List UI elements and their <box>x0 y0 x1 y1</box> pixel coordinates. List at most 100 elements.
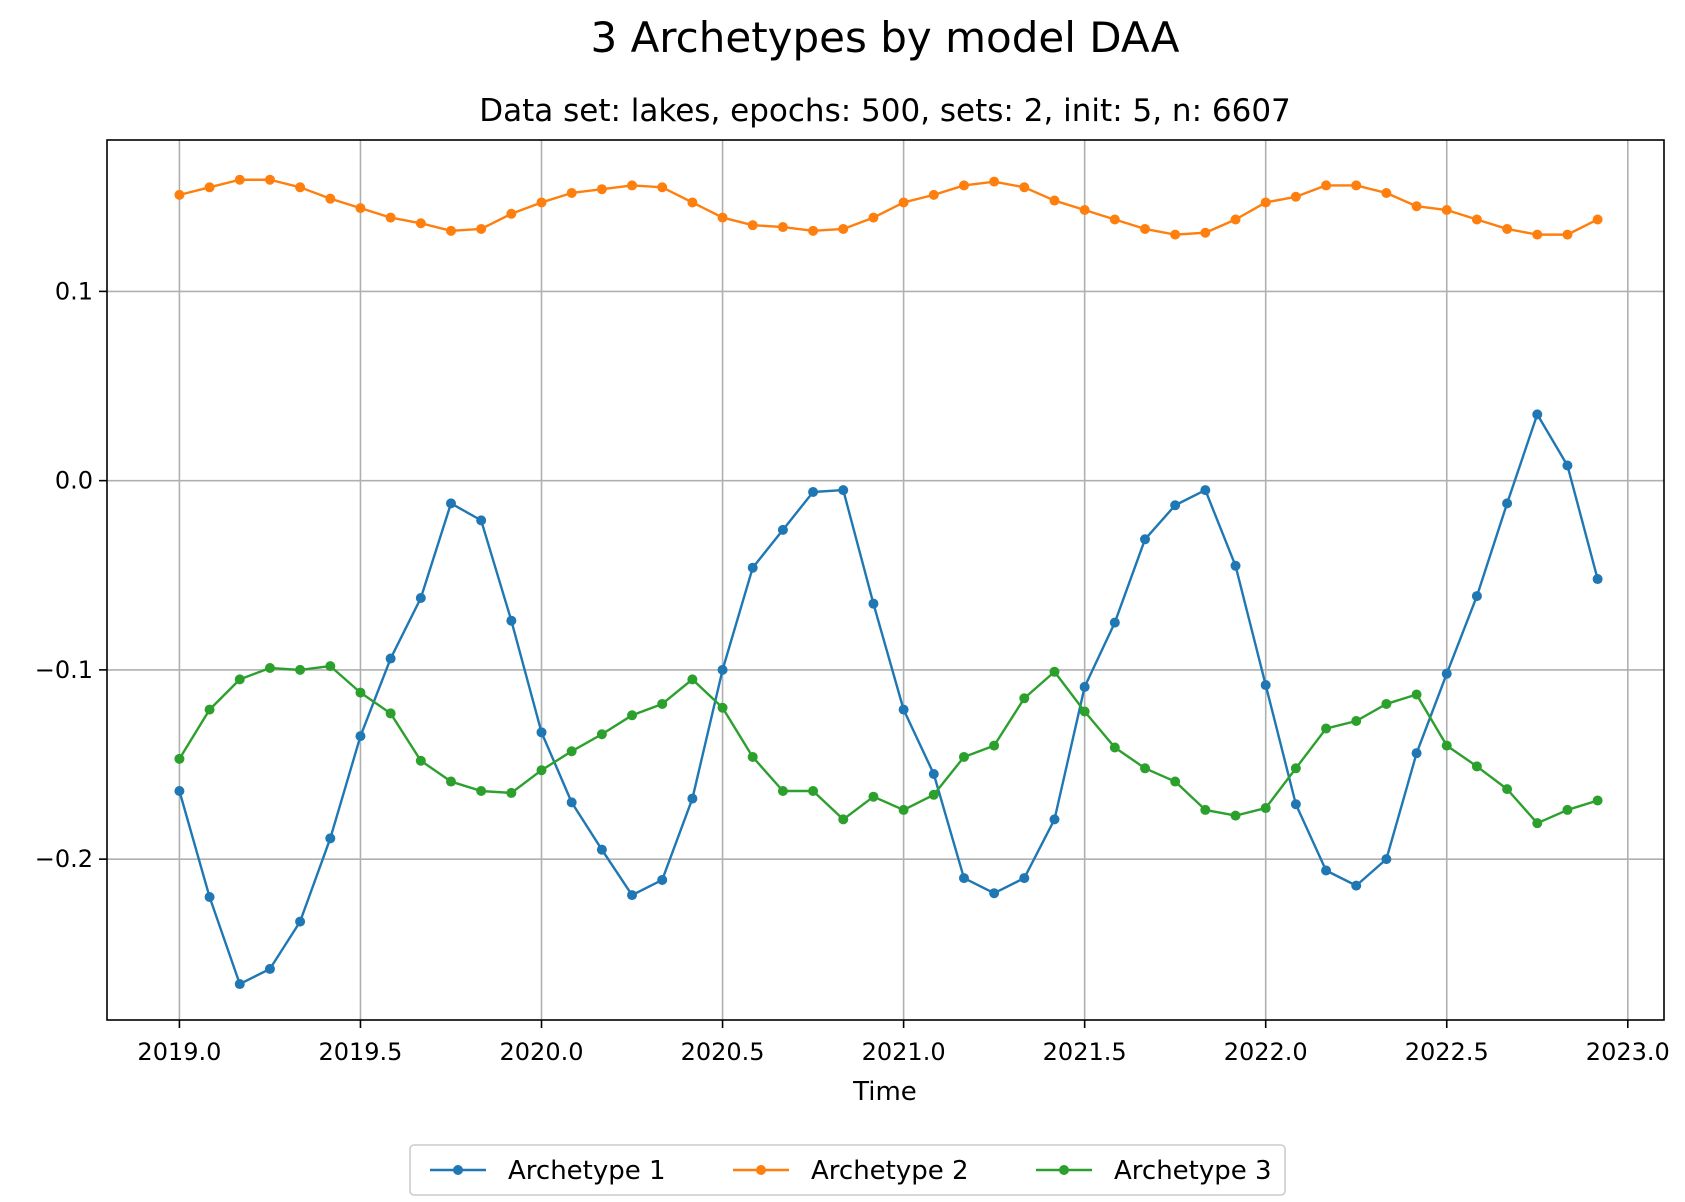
data-point <box>717 664 728 675</box>
data-point <box>174 189 185 200</box>
legend-item: Archetype 3 <box>1036 1156 1272 1186</box>
y-tick-label: −0.2 <box>35 845 93 873</box>
data-point <box>747 220 758 231</box>
data-point <box>1260 803 1271 814</box>
data-point <box>777 786 788 797</box>
data-point <box>1019 693 1030 704</box>
data-point <box>958 873 969 884</box>
data-point <box>1049 195 1060 206</box>
data-point <box>1351 715 1362 726</box>
data-point <box>958 751 969 762</box>
data-point <box>1290 191 1301 202</box>
data-point <box>1049 666 1060 677</box>
data-point <box>687 674 698 685</box>
data-point <box>777 524 788 535</box>
data-point <box>747 751 758 762</box>
data-point <box>204 704 215 715</box>
x-tick-label: 2019.5 <box>318 1038 402 1066</box>
data-point <box>506 208 517 219</box>
data-point <box>1079 706 1090 717</box>
data-point <box>1230 560 1241 571</box>
series-line <box>178 664 1598 825</box>
data-point <box>1019 182 1030 193</box>
data-point <box>657 698 668 709</box>
data-point <box>295 182 306 193</box>
data-point <box>1381 187 1392 198</box>
data-point <box>445 498 456 509</box>
series-1 <box>174 409 1603 990</box>
data-point <box>204 891 215 902</box>
data-point <box>1290 799 1301 810</box>
data-point <box>1200 227 1211 238</box>
data-point <box>596 844 607 855</box>
data-point <box>536 727 547 738</box>
data-point <box>1592 214 1603 225</box>
legend-label: Archetype 3 <box>1114 1156 1272 1186</box>
data-point <box>506 787 517 798</box>
series-layer <box>174 174 1603 990</box>
data-point <box>295 664 306 675</box>
legend-swatch-marker <box>756 1165 766 1175</box>
data-point <box>657 182 668 193</box>
data-point <box>898 704 909 715</box>
data-point <box>928 768 939 779</box>
data-point <box>445 776 456 787</box>
data-point <box>989 888 1000 899</box>
x-axis-label: Time <box>852 1077 917 1107</box>
y-tick-label: 0.0 <box>55 467 93 495</box>
data-point <box>295 916 306 927</box>
legend-label: Archetype 2 <box>811 1156 969 1186</box>
legend-box <box>409 1144 1286 1196</box>
data-point <box>1049 814 1060 825</box>
data-point <box>1170 229 1181 240</box>
data-point <box>1321 180 1332 191</box>
grid <box>107 140 1664 1020</box>
chart-subtitle: Data set: lakes, epochs: 500, sets: 2, i… <box>479 93 1291 129</box>
data-point <box>385 212 396 223</box>
data-point <box>868 598 879 609</box>
data-point <box>1592 795 1603 806</box>
y-tick-label: −0.1 <box>35 656 93 684</box>
data-point <box>415 755 426 766</box>
series-line <box>179 178 1599 236</box>
data-point <box>355 731 366 742</box>
data-point <box>1411 689 1422 700</box>
data-point <box>385 708 396 719</box>
data-point <box>1321 723 1332 734</box>
data-point <box>1351 880 1362 891</box>
series-3 <box>174 661 1603 829</box>
legend: Archetype 1 Archetype 2 Archetype 3 <box>409 1144 1286 1196</box>
data-point <box>1290 763 1301 774</box>
data-point <box>1260 680 1271 691</box>
data-point <box>627 890 638 901</box>
legend-swatch-marker <box>1059 1165 1069 1175</box>
data-point <box>1532 229 1543 240</box>
x-tick-label: 2020.0 <box>500 1038 584 1066</box>
data-point <box>838 223 849 234</box>
data-point <box>1200 804 1211 815</box>
data-point <box>808 487 819 497</box>
data-point <box>989 740 1000 751</box>
data-point <box>1230 810 1241 821</box>
x-tick-label: 2019.0 <box>137 1038 221 1066</box>
data-point <box>1562 229 1573 240</box>
legend-label: Archetype 1 <box>508 1156 666 1186</box>
data-point <box>1562 460 1573 471</box>
data-point <box>566 187 577 198</box>
data-point <box>1381 854 1392 865</box>
data-point <box>747 562 758 573</box>
data-point <box>536 765 547 776</box>
data-point <box>1079 681 1090 692</box>
data-point <box>1109 617 1120 628</box>
data-point <box>1562 804 1573 815</box>
y-tick-label: 0.1 <box>55 277 93 305</box>
data-point <box>1441 205 1452 216</box>
x-tick-label: 2023.0 <box>1586 1038 1670 1066</box>
data-point <box>687 197 698 208</box>
data-point <box>234 674 245 685</box>
data-point <box>1532 409 1543 420</box>
data-point <box>1471 591 1482 602</box>
data-point <box>868 212 879 223</box>
x-tick-label: 2022.5 <box>1405 1038 1489 1066</box>
